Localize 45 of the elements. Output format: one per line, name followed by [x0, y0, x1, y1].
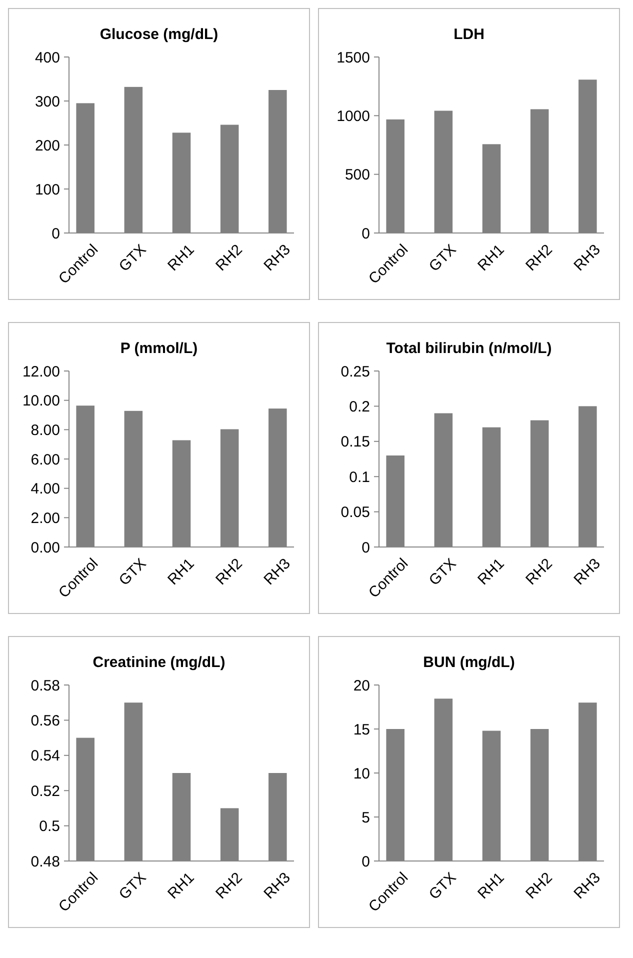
y-tick-label: 2.00: [30, 510, 60, 527]
chart-title: Glucose (mg/dL): [100, 26, 218, 43]
y-tick-label: 0.25: [340, 363, 370, 380]
y-tick-label: 10: [353, 765, 370, 782]
y-tick-label: 12.00: [22, 363, 60, 380]
y-tick-label: 0.48: [30, 853, 60, 870]
y-tick-label: 0.2: [349, 398, 370, 416]
y-tick-label: 8.00: [30, 422, 60, 439]
x-tick-label: RH1: [164, 869, 198, 902]
y-tick-label: 200: [34, 137, 60, 154]
y-tick-label: 100: [34, 181, 60, 198]
y-tick-label: 20: [353, 677, 370, 694]
chart-title: LDH: [454, 26, 484, 43]
chart-title: BUN (mg/dL): [423, 654, 515, 671]
y-tick-label: 4.00: [30, 480, 60, 498]
y-tick-label: 0.56: [30, 712, 60, 730]
chart-title: P (mmol/L): [120, 340, 198, 357]
x-tick-label: RH1: [164, 241, 198, 274]
y-tick-label: 1500: [336, 49, 370, 66]
y-tick-label: 500: [344, 166, 370, 184]
y-tick-label: 10.00: [22, 392, 60, 410]
y-tick-label: 0.00: [30, 539, 60, 556]
y-tick-label: 0: [362, 539, 370, 556]
y-tick-label: 0: [362, 853, 370, 870]
y-tick-label: 0.05: [340, 504, 370, 522]
y-tick-label: 0: [52, 225, 60, 242]
y-tick-label: 6.00: [30, 451, 60, 468]
x-tick-label: RH1: [474, 869, 508, 902]
y-tick-label: 0.15: [340, 434, 370, 451]
y-tick-label: 0.54: [30, 748, 60, 765]
y-tick-label: 400: [34, 49, 60, 66]
y-tick-label: 0.58: [30, 677, 60, 694]
y-tick-label: 0.52: [30, 782, 60, 800]
y-tick-label: 0.5: [39, 818, 60, 836]
chart-title: Total bilirubin (n/mol/L): [386, 340, 552, 357]
y-tick-label: 5: [362, 809, 370, 826]
x-tick-label: RH1: [474, 555, 508, 588]
x-tick-label: RH1: [474, 241, 508, 274]
chart-title: Creatinine (mg/dL): [92, 654, 226, 671]
y-tick-label: 0: [362, 225, 370, 242]
x-tick-label: RH1: [164, 555, 198, 588]
y-tick-label: 15: [353, 721, 370, 738]
y-tick-label: 1000: [336, 108, 370, 125]
y-tick-label: 0.1: [349, 468, 370, 486]
y-tick-label: 300: [34, 93, 60, 110]
